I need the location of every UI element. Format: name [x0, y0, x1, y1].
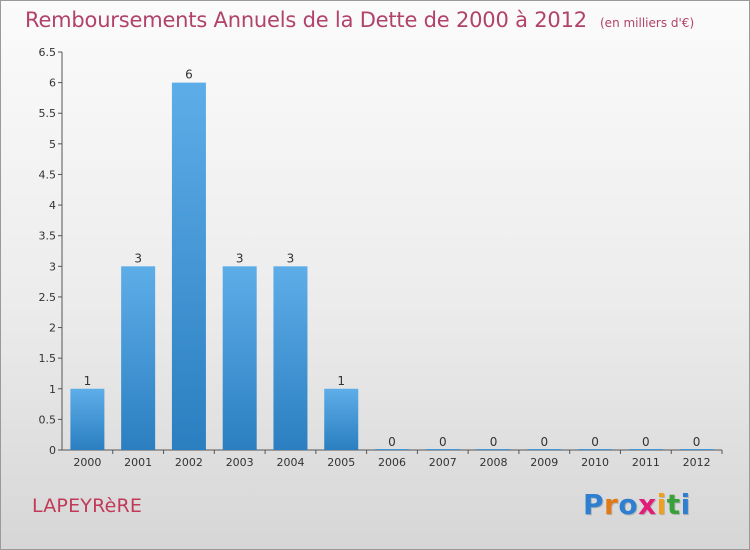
y-tick-label: 6: [49, 77, 56, 90]
y-tick-label: 0: [49, 444, 56, 457]
commune-name: LAPEYRèRE: [32, 495, 143, 517]
logo-letter: P: [583, 488, 605, 521]
value-label-2002: 6: [185, 68, 193, 82]
value-label-2000: 1: [84, 374, 92, 388]
value-label-2010: 0: [591, 435, 599, 449]
x-tick-label-2009: 2009: [530, 456, 558, 469]
value-label-2007: 0: [439, 435, 447, 449]
y-tick-label: 0.5: [39, 413, 57, 426]
value-label-2006: 0: [388, 435, 396, 449]
y-tick-label: 1.5: [39, 352, 57, 365]
bar-2004: [273, 266, 308, 450]
bar-2002: [171, 82, 206, 450]
bar-2008: [476, 449, 511, 450]
bar-2001: [121, 266, 156, 450]
value-label-2012: 0: [693, 435, 701, 449]
y-tick-label: 2.5: [39, 291, 57, 304]
bar-2010: [578, 449, 613, 450]
value-label-2009: 0: [540, 435, 548, 449]
bar-2003: [222, 266, 257, 450]
y-tick-label: 3.5: [39, 230, 57, 243]
logo-letter: i: [680, 488, 691, 521]
y-tick-label: 1: [49, 383, 56, 396]
value-label-2005: 1: [337, 374, 345, 388]
x-tick-label-2005: 2005: [327, 456, 355, 469]
bar-2012: [679, 449, 714, 450]
value-label-2003: 3: [236, 251, 244, 265]
x-tick-label-2003: 2003: [226, 456, 254, 469]
bar-2000: [70, 388, 105, 450]
bar-2009: [527, 449, 562, 450]
bar-2005: [324, 388, 359, 450]
x-tick-label-2002: 2002: [175, 456, 203, 469]
x-tick-label-2007: 2007: [429, 456, 457, 469]
x-tick-label-2000: 2000: [73, 456, 101, 469]
chart-labels: 1 2000 3 2001 6 2002 3 2003 3 2004 1 2005 0 2006 0 2007…: [73, 68, 710, 469]
y-tick-label: 5: [49, 138, 56, 151]
y-tick-label: 4: [49, 199, 56, 212]
y-tick-label: 2: [49, 322, 56, 335]
logo-letter: r: [604, 488, 619, 521]
chart-unit: (en milliers d'€): [600, 16, 695, 30]
chart-title-row: Remboursements Annuels de la Dette de 20…: [25, 8, 694, 32]
x-tick-label-2008: 2008: [480, 456, 508, 469]
value-label-2011: 0: [642, 435, 650, 449]
y-tick-label: 6.5: [39, 46, 57, 59]
value-label-2004: 3: [287, 251, 295, 265]
y-tick-label: 4.5: [39, 168, 57, 181]
logo-letter: i: [656, 488, 667, 521]
bar-2011: [628, 449, 663, 450]
value-label-2008: 0: [490, 435, 498, 449]
logo-letter: t: [666, 488, 681, 521]
x-tick-label-2011: 2011: [632, 456, 660, 469]
chart-bars: [70, 82, 714, 450]
x-tick-label-2010: 2010: [581, 456, 609, 469]
y-tick-label: 3: [49, 260, 56, 273]
logo-letter: o: [618, 488, 639, 521]
x-tick-label-2001: 2001: [124, 456, 152, 469]
x-tick-label-2012: 2012: [683, 456, 711, 469]
x-tick-label-2004: 2004: [276, 456, 304, 469]
chart-title: Remboursements Annuels de la Dette de 20…: [25, 8, 587, 32]
y-tick-label: 5.5: [39, 107, 57, 120]
value-label-2001: 3: [134, 251, 142, 265]
bar-2007: [425, 449, 460, 450]
x-tick-label-2006: 2006: [378, 456, 406, 469]
logo-letter: x: [638, 488, 657, 521]
proxiti-logo: Proxiti: [583, 488, 691, 521]
bar-2006: [375, 449, 409, 450]
